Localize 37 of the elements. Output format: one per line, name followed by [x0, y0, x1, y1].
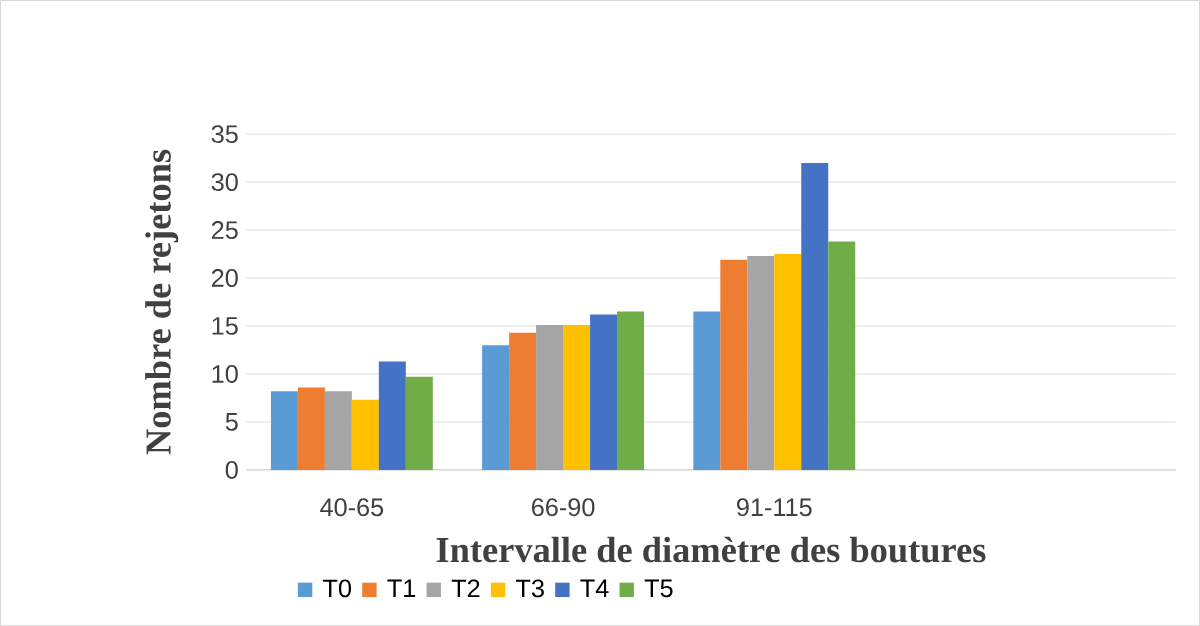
x-tick-label: 40-65: [320, 498, 384, 517]
x-axis-title: Intervalle de diamètre des boutures: [436, 536, 986, 563]
legend-label: T0: [323, 579, 352, 598]
y-tick-label: 25: [211, 221, 238, 239]
legend-label: T5: [644, 579, 673, 598]
y-axis-title: Nombre de rejetons: [145, 149, 179, 455]
bar: [324, 391, 352, 470]
bar: [378, 361, 406, 470]
bar: [590, 314, 618, 470]
y-tick-label: 35: [211, 125, 238, 143]
bar: [720, 259, 748, 470]
bar: [270, 391, 298, 470]
bar: [509, 332, 537, 470]
bar: [828, 241, 856, 470]
y-tick-label: 30: [211, 173, 238, 191]
legend-label: T1: [387, 579, 416, 597]
y-tick-label: 0: [225, 460, 238, 479]
y-tick-label: 10: [212, 364, 238, 383]
x-tick-label: 66-90: [532, 498, 595, 517]
bar: [536, 324, 564, 470]
y-tick-label: 20: [211, 268, 238, 287]
x-tick-label: 91-115: [737, 498, 812, 517]
bar: [747, 255, 775, 470]
bar: [405, 376, 433, 470]
bar: [297, 387, 325, 470]
legend-label: T4: [580, 579, 609, 597]
bar: [693, 311, 721, 470]
legend-label: T2: [451, 579, 480, 598]
legend-label: T3: [516, 579, 544, 598]
bar: [774, 253, 802, 470]
bar: [617, 311, 645, 470]
bar: [801, 162, 829, 470]
bar: [563, 324, 591, 470]
y-tick-label: 15: [212, 317, 238, 335]
bar: [351, 399, 379, 470]
y-tick-label: 5: [225, 413, 238, 431]
bar: [482, 345, 510, 470]
